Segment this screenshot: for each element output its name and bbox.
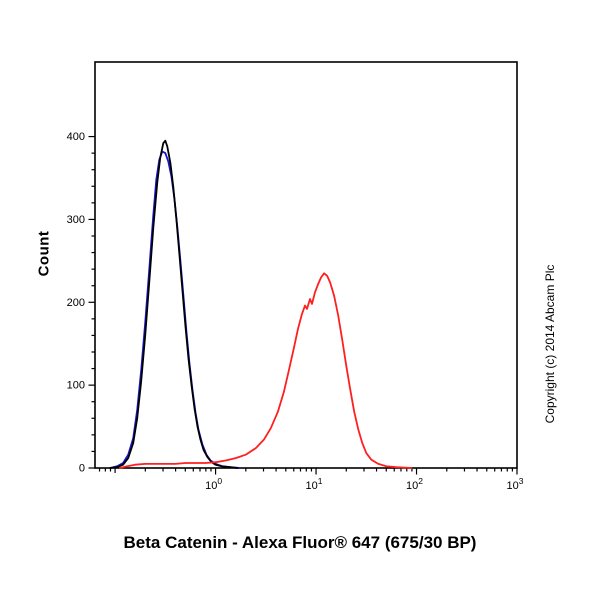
y-tick-label: 0 [79, 463, 85, 475]
chart-title: Beta Catenin - Alexa Fluor® 647 (675/30 … [123, 533, 477, 552]
x-tick-label: 101 [306, 476, 323, 492]
axis-ticks [88, 135, 518, 475]
copyright-text: Copyright (c) 2014 Abcam Plc [543, 264, 557, 424]
y-tick-label: 100 [67, 380, 85, 392]
y-tick-label: 400 [67, 131, 85, 143]
series-isotype-control-black [109, 139, 239, 469]
y-tick-label: 300 [67, 214, 85, 226]
x-tick-label: 103 [507, 476, 524, 492]
axis-tick-labels: 100 101 102 103 0 100 200 300 400 [67, 131, 524, 492]
plot-frame [94, 61, 518, 469]
y-axis-label: Count [35, 230, 53, 277]
x-tick-label: 100 [205, 476, 222, 492]
x-tick-label: 102 [406, 476, 423, 492]
y-tick-label: 200 [67, 297, 85, 309]
series-beta-catenin-alexa647-red [119, 272, 413, 469]
